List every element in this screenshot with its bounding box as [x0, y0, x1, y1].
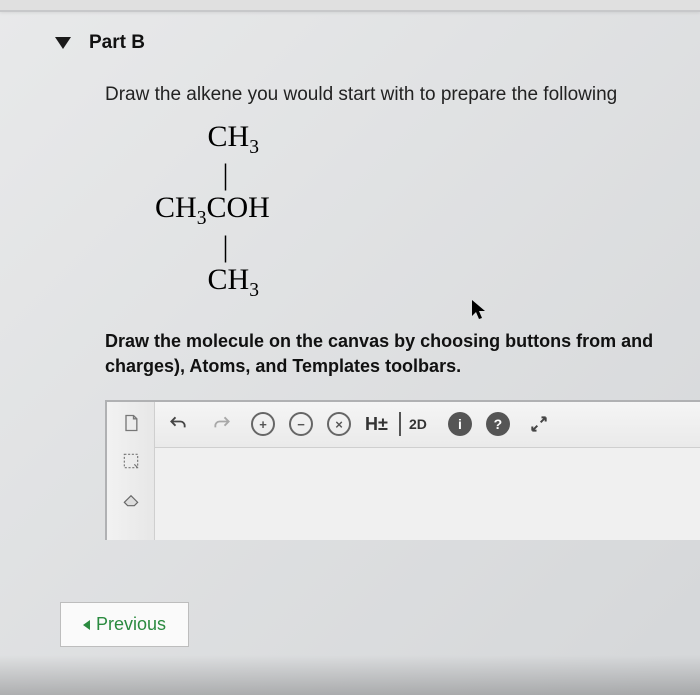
zoom-out-button[interactable]: − [289, 412, 313, 436]
view-2d-button[interactable]: 2D [402, 409, 434, 439]
chevron-left-icon [83, 620, 90, 630]
formula-sub: 3 [197, 208, 207, 229]
help-button[interactable]: ? [486, 412, 510, 436]
undo-button[interactable] [163, 409, 193, 439]
bottom-shadow [0, 655, 700, 695]
divider [0, 0, 700, 12]
formula-sub: 3 [249, 137, 259, 158]
formula-text: COH [206, 191, 269, 224]
formula-text: CH [155, 120, 249, 153]
horizontal-toolbar: + − × H± 2D i ? [107, 402, 700, 448]
new-document-button[interactable] [116, 408, 146, 438]
part-title: Part B [89, 32, 145, 54]
info-button[interactable]: i [448, 412, 472, 436]
cursor-icon [470, 298, 488, 326]
redo-button[interactable] [207, 409, 237, 439]
part-header[interactable]: Part B [55, 32, 700, 54]
zoom-in-button[interactable]: + [251, 412, 275, 436]
chemical-formula: CH3 | CH3COH | CH3 [155, 120, 700, 301]
caret-down-icon [55, 37, 71, 49]
question-block: Draw the alkene you would start with to … [105, 84, 700, 540]
formula-text: CH [155, 191, 197, 224]
question-prompt: Draw the alkene you would start with to … [105, 84, 700, 106]
hydrogen-charge-button[interactable]: H± [365, 409, 388, 439]
drawing-canvas-container: + − × H± 2D i ? [105, 400, 700, 540]
vertical-toolbar [107, 402, 155, 540]
marquee-select-button[interactable] [116, 446, 146, 476]
fullscreen-button[interactable] [524, 409, 554, 439]
formula-bond: | [155, 158, 700, 191]
instructions-text: Draw the molecule on the canvas by choos… [105, 329, 700, 378]
previous-label: Previous [96, 614, 166, 635]
formula-text: CH [155, 263, 249, 296]
previous-button[interactable]: Previous [60, 602, 189, 647]
zoom-reset-button[interactable]: × [327, 412, 351, 436]
content-area: Part B Draw the alkene you would start w… [0, 12, 700, 540]
formula-bond: | [155, 230, 700, 263]
eraser-button[interactable] [116, 484, 146, 514]
formula-sub: 3 [249, 280, 259, 301]
